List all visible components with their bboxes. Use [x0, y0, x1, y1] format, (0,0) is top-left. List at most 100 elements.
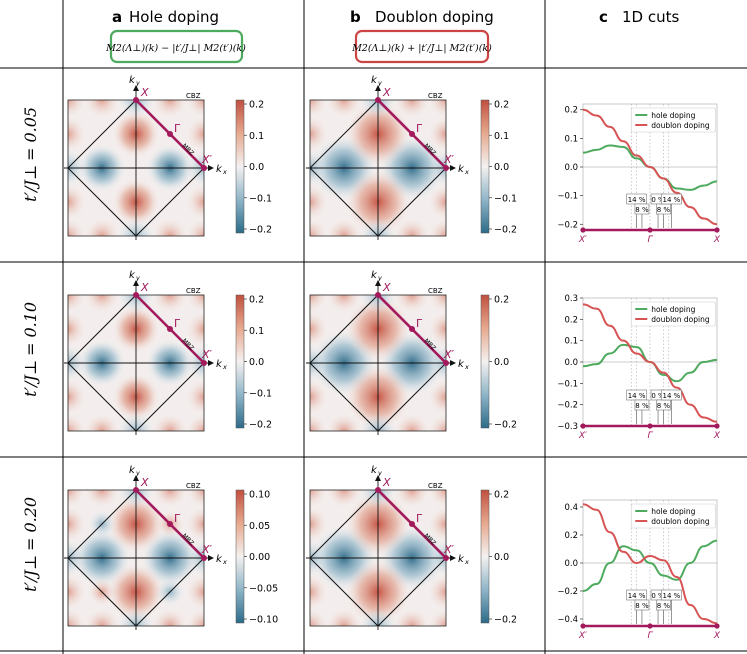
y-tick-label: −0.4 [557, 615, 578, 625]
heatmap-lobe-small [394, 295, 430, 313]
label-gamma: Γ [174, 122, 181, 135]
colorbar-tick-label: −0.2 [249, 225, 272, 236]
heatmap-lobe-small [152, 295, 188, 313]
heatmap-lobe-small [68, 116, 86, 152]
colorbar-tick-label: −0.2 [494, 615, 517, 626]
y-tick-label: 0.2 [564, 531, 578, 541]
doping-marker-label: 8 % [635, 402, 649, 410]
legend-box [630, 107, 716, 133]
label-cbz: CBZ [186, 92, 201, 100]
row-value: = 0.20 [21, 497, 40, 551]
doping-markers: 14 %8 %0 %8 %14 % [626, 193, 682, 228]
label-xprime: X′ [443, 348, 455, 361]
colorbar: 0.2 0.1 0.0 −0.1 −0.2 [235, 99, 272, 236]
header-title: 1D cuts [622, 8, 679, 26]
heatmap-lobe-small [428, 379, 446, 415]
label-kx-sub: x [464, 558, 469, 566]
label-cbz: CBZ [428, 287, 443, 295]
label-ky: k [129, 75, 136, 86]
point-x-icon [133, 487, 139, 493]
y-tick-label: −0.3 [557, 422, 578, 432]
label-kx: k [216, 359, 223, 370]
y-tick-label: −0.2 [557, 401, 578, 411]
heatmap-lobe-small [310, 100, 328, 118]
doping-markers: 14 %8 %0 %8 %14 % [626, 389, 682, 424]
heatmap-lobe-small [186, 506, 204, 542]
label-x: X [140, 281, 149, 294]
ky-arrow-icon [375, 85, 381, 91]
heatmap-lobe-small [68, 506, 86, 542]
point-gamma-icon [409, 326, 415, 332]
heatmap-lobe-small [394, 490, 430, 508]
colorbar-gradient [235, 99, 245, 234]
heatmap-lobe-small [84, 100, 120, 118]
y-tick-label: 0.2 [564, 106, 578, 116]
heatmap-lobe-small [84, 413, 120, 431]
ky-arrow-icon [133, 85, 139, 91]
doping-marker-label: 0 % [651, 196, 665, 204]
colorbar-tick-label: 0.0 [249, 162, 264, 173]
point-x-icon [375, 292, 381, 298]
point-gamma-icon [409, 131, 415, 137]
series-line-hole [582, 539, 718, 592]
label-kx-sub: x [222, 168, 227, 176]
x-tick-label: X′ [578, 431, 587, 441]
path-point-icon [647, 623, 653, 629]
label-xprime: X′ [443, 543, 455, 556]
x-tick-label: X′ [578, 235, 587, 245]
label-ky: k [371, 75, 378, 86]
heatmap-lobe-small [310, 218, 328, 236]
header-b: b Doublon doping M2(Λ⊥)(k) + |t′/J⊥| M2(… [350, 8, 494, 64]
kx-arrow-icon [208, 555, 214, 561]
heatmap-lobe-small [68, 608, 86, 626]
heatmap-lobe-small [186, 218, 204, 236]
label-x: X [382, 86, 391, 99]
ky-arrow-icon [133, 280, 139, 286]
path-point-icon [580, 227, 586, 233]
heatmap-lobe-small [310, 311, 328, 347]
y-tick-label: 0.3 [564, 294, 578, 304]
legend-label: hole doping [651, 111, 695, 120]
formula: M2(Λ⊥)(k) − |t′/J⊥| M2(t′)(k) [105, 43, 246, 54]
heatmap-lobe-small [310, 184, 328, 220]
doping-marker-label: 14 % [628, 196, 646, 204]
colorbar-tick-label: 0.1 [494, 131, 509, 142]
point-xprime-icon [201, 165, 207, 171]
path-point-icon [580, 423, 586, 429]
kx-arrow-icon [450, 555, 456, 561]
label-ky-sub: y [135, 274, 140, 282]
label-ky: k [371, 465, 378, 476]
x-tick-label: X [713, 235, 721, 245]
ky-arrow-icon [133, 475, 139, 481]
heatmap-lobe-small [310, 490, 328, 508]
label-ky-sub: y [377, 274, 382, 282]
label-kx: k [216, 554, 223, 565]
colorbar-gradient [480, 99, 490, 234]
label-gamma: Γ [416, 317, 423, 330]
colorbar-tick-label: 0.2 [494, 100, 509, 111]
legend-label: hole doping [651, 305, 695, 314]
heatmap-lobe-small [310, 116, 328, 152]
label-kx: k [458, 554, 465, 565]
kx-arrow-icon [208, 165, 214, 171]
colorbar-gradient [480, 489, 490, 624]
label-kx-sub: x [464, 363, 469, 371]
heatmap-lobe-small [394, 413, 430, 431]
header-title: Hole doping [129, 8, 219, 26]
y-tick-label: 0.0 [564, 358, 578, 368]
heatmap-lobe-small [68, 490, 86, 508]
colorbar: 0.10 0.05 0.00 −0.05 −0.10 [235, 490, 278, 626]
colorbar-tick-label: 0.2 [494, 490, 509, 501]
label-x: X [140, 476, 149, 489]
point-gamma-icon [167, 326, 173, 332]
label-kx-sub: x [222, 558, 227, 566]
heatmap-lobe-small [84, 218, 120, 236]
